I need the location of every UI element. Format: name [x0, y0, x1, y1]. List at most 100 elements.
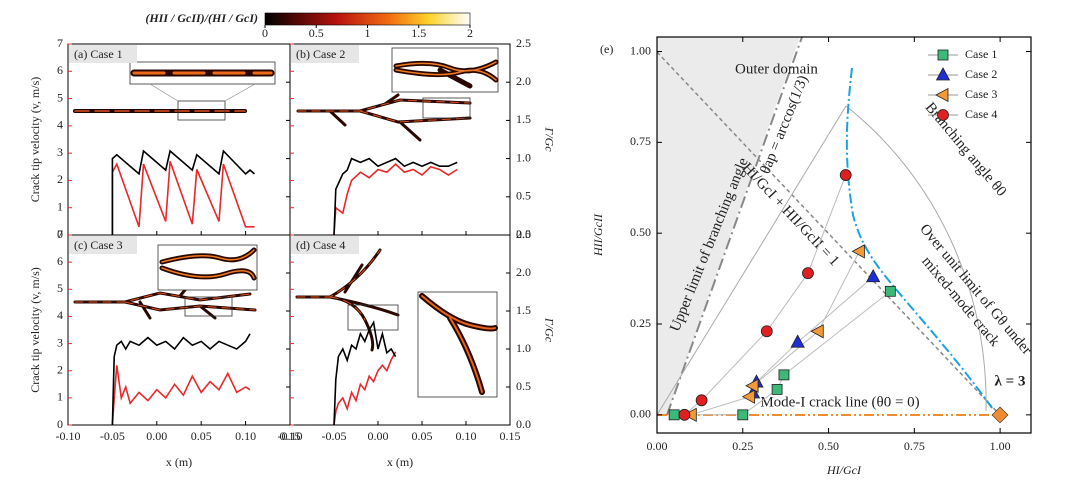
panel-label-bg: [69, 45, 137, 63]
colorbar: [264, 12, 471, 26]
x-tick-label: -0.10: [56, 429, 81, 443]
colorbar-label: (HII / GcII)/(HI / GcI): [145, 11, 258, 25]
crack-images: [73, 47, 499, 398]
panel-label-bg: [291, 45, 359, 63]
y2-tick-label: 0.0: [516, 417, 531, 431]
annotation: HI/GcI + HII/GcII = 1: [739, 160, 842, 269]
panel-label: (e): [600, 42, 613, 56]
panel-label-bg: [69, 236, 137, 254]
plot-frame: [656, 36, 1032, 434]
y-tick-label: 6: [57, 254, 63, 268]
y-axis-label: Crack tip velocity (v, m/s): [28, 267, 42, 393]
marker: [741, 389, 756, 404]
x-tick-label: -0.05: [100, 429, 125, 443]
y-tick-label: 1.00: [630, 43, 651, 57]
marker: [839, 169, 852, 181]
colorbar-tick-label: 0: [262, 26, 268, 40]
panel-label-bg: [291, 236, 359, 254]
legend-marker: [935, 67, 951, 81]
x-tick-label: 0.00: [146, 429, 167, 443]
y-tick-label: 6: [57, 63, 63, 77]
x-axis-label: HI/GcI: [826, 463, 862, 477]
legend-marker: [937, 109, 949, 121]
data-line: [111, 333, 251, 426]
x-tick-label: 0.05: [191, 429, 212, 443]
panel-label: (c) Case 3: [74, 238, 123, 252]
colorbar-tick-label: 2: [467, 26, 473, 40]
x-tick-label: 0.50: [818, 439, 839, 453]
marker: [771, 384, 783, 395]
y-tick-label: 1: [57, 199, 63, 213]
x-tick-label: 0.10: [235, 429, 256, 443]
marker: [678, 408, 691, 421]
y-tick-label: 0: [57, 417, 63, 431]
y-tick-label: 3: [57, 145, 63, 159]
x-tick-label: 1.00: [990, 439, 1011, 453]
colorbar-tick-label: 1.5: [411, 26, 426, 40]
data-line: [333, 320, 397, 426]
data-line: [111, 149, 256, 235]
panel-label: (d) Case 4: [296, 238, 345, 252]
y2-tick-label: 1.0: [516, 150, 531, 164]
marker: [778, 369, 790, 381]
panel-label: (a) Case 1: [74, 47, 123, 61]
marker: [802, 267, 814, 280]
y-tick-label: 0: [57, 227, 63, 241]
y-tick-label: 1: [57, 390, 63, 404]
y2-tick-label: 2.0: [516, 74, 531, 88]
marker: [695, 394, 708, 407]
y-tick-label: 4: [57, 118, 63, 132]
y2-tick-label: 0.5: [516, 379, 531, 393]
marker: [790, 334, 805, 348]
y-tick-label: 0.25: [630, 316, 651, 330]
legend-label: Case 3: [965, 87, 997, 101]
annotation: Mode-I crack line (θ0 = 0): [760, 394, 919, 410]
colorbar-tick-label: 0.5: [309, 26, 324, 40]
data-line: [333, 351, 397, 426]
y-tick-label: 4: [57, 308, 63, 322]
y-tick-label: 2: [57, 362, 63, 376]
y2-axis-label: Γ/Gc: [542, 126, 556, 152]
x-tick-label: 0.10: [456, 429, 477, 443]
legend-label: Case 1: [965, 47, 997, 61]
legend-marker: [937, 49, 949, 61]
legend-marker: [935, 87, 949, 103]
legend-label: Case 2: [965, 67, 997, 81]
y-tick-label: 5: [57, 281, 63, 295]
panel-frame: [289, 234, 511, 426]
legend-label: Case 4: [965, 107, 997, 121]
y-axis-label: Crack tip velocity (v, m/s): [28, 77, 42, 203]
y2-tick-label: 1.0: [516, 341, 531, 355]
marker: [668, 409, 680, 421]
x-tick-label: 0.75: [904, 439, 925, 453]
y2-axis-label: Γ/Gc: [542, 317, 556, 343]
y2-tick-label: 1.5: [516, 303, 531, 317]
y-tick-label: 0.50: [630, 225, 651, 239]
x-tick-label: -0.05: [322, 429, 347, 443]
y2-tick-label: 1.5: [516, 112, 531, 126]
marker: [810, 324, 824, 339]
marker: [760, 325, 773, 338]
scatter-decor: [656, 36, 1009, 424]
y2-tick-label: 2.5: [516, 36, 531, 50]
y-tick-label: 0.75: [630, 134, 651, 148]
y2-tick-label: 0.5: [516, 189, 531, 203]
x-tick-label: 0.15: [500, 429, 521, 443]
x-tick-label: 0.00: [368, 429, 389, 443]
y-tick-label: 3: [57, 335, 63, 349]
x-tick-label: 0.25: [732, 439, 753, 453]
x-axis-label: x (m): [166, 455, 192, 469]
marker: [884, 285, 896, 297]
data-line: [333, 157, 458, 236]
x-tick-label: 0.00: [647, 439, 668, 453]
panel-label: (b) Case 2: [296, 47, 345, 61]
annotation: λ = 3: [995, 373, 1026, 389]
y-tick-label: 7: [57, 227, 63, 241]
colorbar-tick-label: 1: [365, 26, 371, 40]
y-tick-label: 0.00: [630, 407, 651, 421]
marker: [851, 244, 865, 259]
y-tick-label: 5: [57, 90, 63, 104]
x-axis-label: x (m): [387, 455, 413, 469]
y2-tick-label: 2.0: [516, 265, 531, 279]
y-tick-label: 7: [57, 36, 63, 50]
